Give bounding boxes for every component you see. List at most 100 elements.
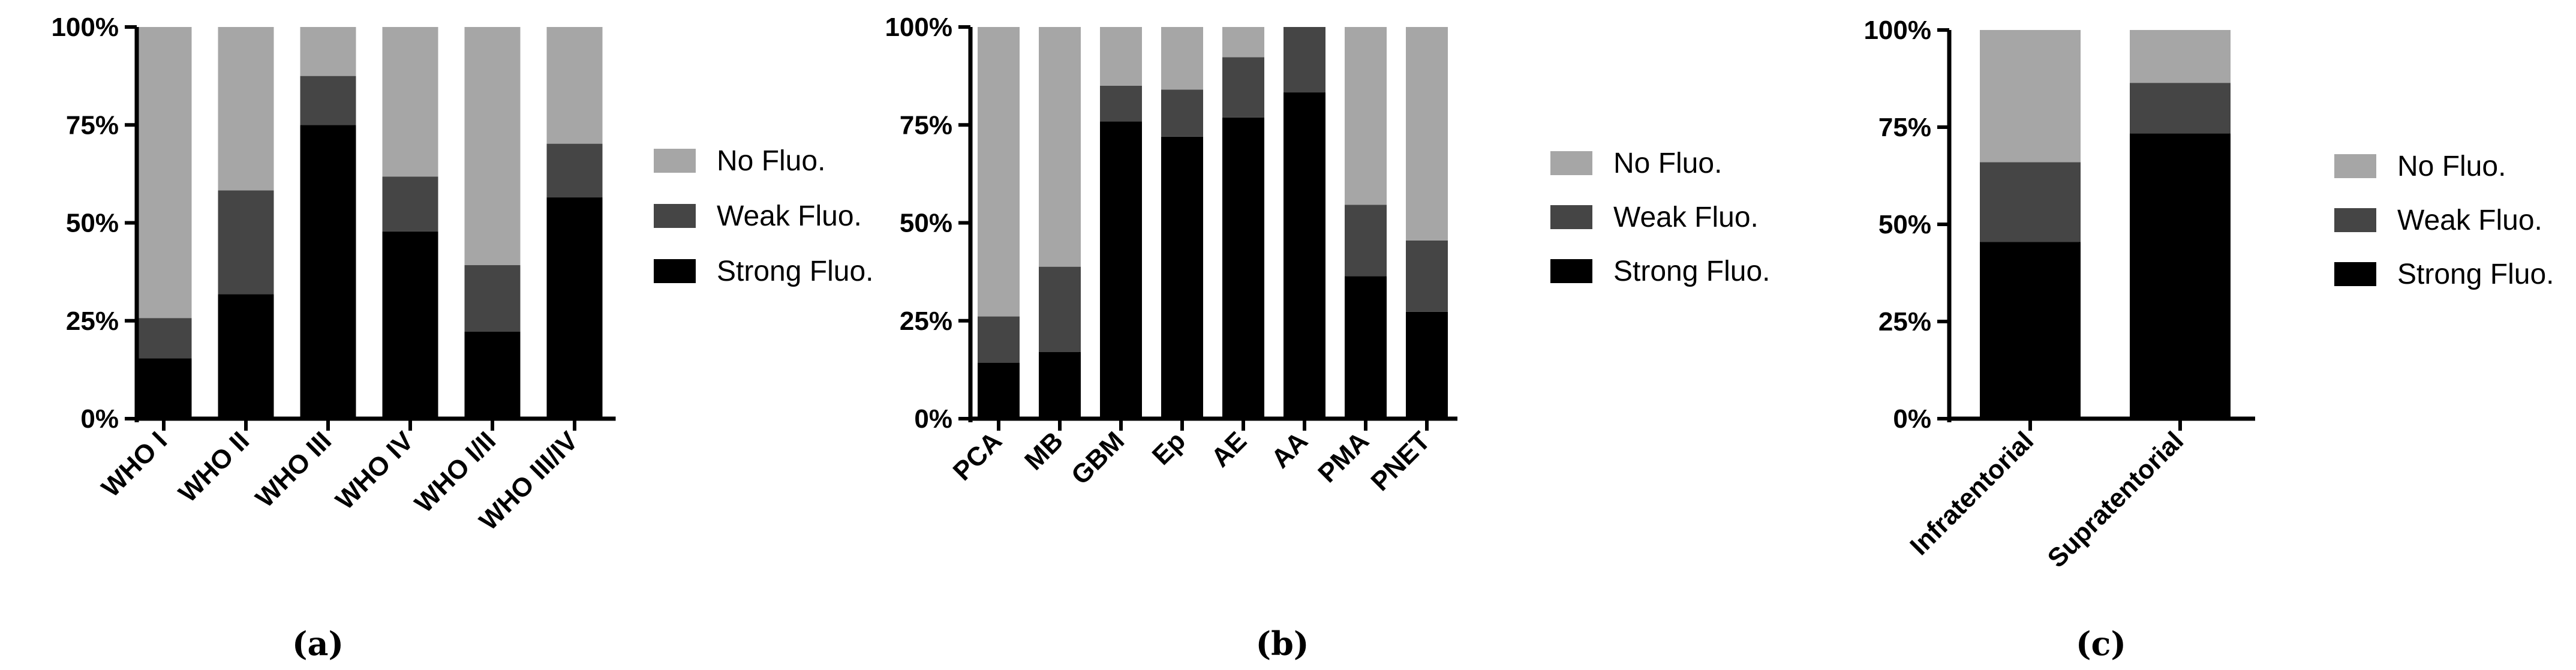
x-tick-label-mb: MB	[1019, 426, 1069, 476]
legend-label-strong-fluo: Strong Fluo.	[717, 256, 873, 287]
y-tick-label: 100%	[885, 13, 952, 42]
y-tick-label: 0%	[1893, 404, 1931, 434]
legend-swatch-weak-fluo	[1550, 205, 1592, 229]
bar-who-i-ii-no-fluo	[464, 27, 521, 266]
y-tick-label: 25%	[1878, 307, 1931, 336]
bar-supratentorial-weak-fluo	[2130, 83, 2231, 134]
bar-who-iii-no-fluo	[300, 27, 356, 76]
legend-swatch-strong-fluo	[654, 259, 696, 283]
y-tick-label: 25%	[900, 307, 952, 336]
bar-ae-strong-fluo	[1222, 117, 1264, 419]
bar-pnet-no-fluo	[1406, 27, 1448, 241]
bar-who-iv-weak-fluo	[382, 176, 438, 232]
y-tick-label: 50%	[66, 209, 119, 238]
x-tick-label-who-iii: WHO III	[250, 426, 337, 513]
y-tick-label: 50%	[1878, 210, 1931, 239]
bar-who-iii-strong-fluo	[300, 125, 356, 419]
bar-supratentorial-strong-fluo	[2130, 133, 2231, 419]
legend-swatch-weak-fluo	[2334, 208, 2376, 232]
chart-panel-c: 0% 25% 50% 75% 100% Infratentorial Supratentor…	[1863, 16, 2554, 663]
bar-who-iii-iv-weak-fluo	[546, 143, 603, 198]
bar-pca-weak-fluo	[978, 316, 1020, 363]
legend-swatch-no-fluo	[2334, 154, 2376, 178]
bar-mb-weak-fluo	[1039, 266, 1081, 352]
bar-mb-no-fluo	[1039, 27, 1081, 267]
bar-ep-weak-fluo	[1161, 89, 1203, 137]
bar-who-i-ii-strong-fluo	[464, 332, 521, 419]
bar-who-iv-no-fluo	[382, 27, 438, 177]
panel-label: (a)	[292, 624, 344, 663]
x-tick-label-gbm: GBM	[1066, 426, 1130, 490]
bar-pca-strong-fluo	[978, 362, 1020, 419]
bar-aa-strong-fluo	[1284, 92, 1325, 419]
bar-who-i-ii-weak-fluo	[464, 265, 521, 332]
x-tick-label-supratentorial: Supratentorial	[2042, 426, 2190, 573]
y-tick-label: 75%	[66, 110, 119, 140]
legend-label-weak-fluo: Weak Fluo.	[2397, 205, 2542, 236]
bar-pma-no-fluo	[1345, 27, 1387, 205]
x-tick-label-who-iv: WHO IV	[330, 426, 419, 515]
bar-ep-no-fluo	[1161, 27, 1203, 90]
x-tick-label-pma: PMA	[1312, 426, 1375, 488]
y-tick-label: 50%	[900, 209, 952, 238]
legend-swatch-strong-fluo	[2334, 262, 2376, 286]
bar-supratentorial-no-fluo	[2130, 30, 2231, 83]
bar-mb-strong-fluo	[1039, 351, 1081, 419]
legend-swatch-no-fluo	[1550, 151, 1592, 175]
x-tick-label-ae: AE	[1206, 426, 1252, 473]
bar-who-ii-weak-fluo	[218, 190, 274, 295]
x-tick-label-ep: Ep	[1147, 426, 1191, 470]
bar-ae-weak-fluo	[1222, 57, 1264, 118]
y-tick-label: 75%	[1878, 113, 1931, 142]
bar-gbm-strong-fluo	[1100, 121, 1142, 419]
legend-swatch-weak-fluo	[654, 204, 696, 228]
bar-gbm-weak-fluo	[1100, 85, 1142, 122]
y-tick-label: 0%	[914, 404, 952, 434]
legend-label-weak-fluo: Weak Fluo.	[1613, 202, 1759, 233]
bar-pma-strong-fluo	[1345, 276, 1387, 419]
legend-swatch-strong-fluo	[1550, 259, 1592, 283]
x-tick-label-pnet: PNET	[1365, 426, 1436, 497]
bar-who-iii-weak-fluo	[300, 76, 356, 125]
bar-who-iii-iv-strong-fluo	[546, 197, 603, 419]
x-tick-label-infratentorial: Infratentorial	[1904, 426, 2039, 561]
y-tick-label: 100%	[1863, 16, 1931, 45]
legend-label-strong-fluo: Strong Fluo.	[2397, 259, 2554, 290]
bar-infratentorial-weak-fluo	[1980, 162, 2081, 242]
bar-gbm-no-fluo	[1100, 27, 1142, 86]
legend: No Fluo. Weak Fluo. Strong Fluo.	[2334, 151, 2554, 290]
bar-ep-strong-fluo	[1161, 136, 1203, 419]
legend-label-no-fluo: No Fluo.	[2397, 151, 2506, 182]
bar-who-ii-no-fluo	[218, 27, 274, 191]
panel-label: (b)	[1256, 624, 1309, 663]
bar-infratentorial-no-fluo	[1980, 30, 2081, 163]
x-tick-label-who-i: WHO I	[96, 426, 173, 503]
bar-aa-weak-fluo	[1284, 27, 1325, 93]
legend: No Fluo. Weak Fluo. Strong Fluo.	[654, 145, 873, 287]
y-tick-label: 100%	[51, 13, 119, 42]
bar-pca-no-fluo	[978, 27, 1020, 317]
bar-who-ii-strong-fluo	[218, 294, 274, 419]
legend-label-no-fluo: No Fluo.	[1613, 148, 1722, 179]
panel-label: (c)	[2076, 624, 2126, 663]
x-tick-label-aa: AA	[1266, 426, 1313, 474]
legend-label-no-fluo: No Fluo.	[717, 145, 825, 177]
x-tick-label-who-ii: WHO II	[173, 426, 255, 508]
bar-pma-weak-fluo	[1345, 205, 1387, 277]
legend-label-strong-fluo: Strong Fluo.	[1613, 256, 1770, 287]
legend-swatch-no-fluo	[654, 149, 696, 173]
bar-pnet-weak-fluo	[1406, 240, 1448, 312]
bar-pnet-strong-fluo	[1406, 311, 1448, 419]
y-tick-label: 75%	[900, 110, 952, 140]
y-tick-label: 25%	[66, 307, 119, 336]
legend-label-weak-fluo: Weak Fluo.	[717, 200, 862, 232]
bar-ae-no-fluo	[1222, 27, 1264, 58]
bar-who-iii-iv-no-fluo	[546, 27, 603, 144]
bar-who-i-weak-fluo	[136, 318, 192, 359]
y-tick-label: 0%	[80, 404, 119, 434]
bar-who-i-strong-fluo	[136, 358, 192, 419]
bar-infratentorial-strong-fluo	[1980, 242, 2081, 419]
